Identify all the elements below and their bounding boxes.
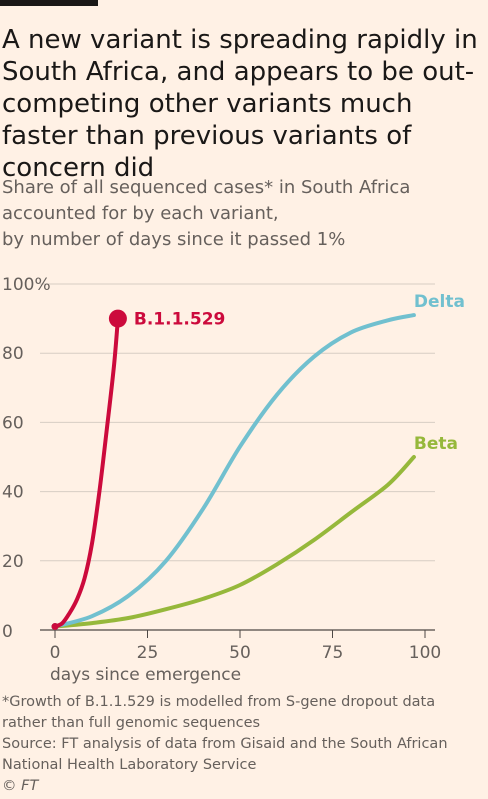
chart-subtitle: Share of all sequenced cases* in South A… xyxy=(2,175,486,253)
subtitle-line: Share of all sequenced cases* in South A… xyxy=(2,177,411,198)
footnote-line: rather than full genomic sequences xyxy=(2,715,261,731)
chart-notes: *Growth of B.1.1.529 is modelled from S-… xyxy=(2,692,486,797)
line-chart: 0 20 40 60 80 100% 0 25 50 75 100 days since emerge… xyxy=(2,275,465,685)
y-tick-label: 100% xyxy=(2,275,51,295)
subtitle-line: by number of days since it passed 1% xyxy=(2,229,346,250)
chart-title: A new variant is spreading rapidly in So… xyxy=(2,25,478,183)
series-line-b-1-1-529 xyxy=(53,316,120,629)
top-accent-bar xyxy=(0,0,98,6)
series-label-delta: Delta xyxy=(414,292,465,312)
source-line: Source: FT analysis of data from Gisaid … xyxy=(2,736,448,752)
series-label-b-1-1-529: B.1.1.529 xyxy=(134,310,225,330)
credit: © FT xyxy=(2,778,39,794)
series-line-beta xyxy=(53,455,416,629)
x-tick-label: 75 xyxy=(322,643,344,663)
y-tick-label: 20 xyxy=(2,552,24,572)
y-tick-label: 60 xyxy=(2,413,24,433)
x-tick-label: 50 xyxy=(229,643,251,663)
source-line: National Health Laboratory Service xyxy=(2,757,257,773)
x-tick-label: 100 xyxy=(409,643,441,663)
series-start-point-b-1-1-529 xyxy=(51,623,59,631)
y-tick-label: 0 xyxy=(2,622,13,642)
subtitle-line: accounted for by each variant, xyxy=(2,203,279,224)
y-tick-label: 80 xyxy=(2,344,24,364)
footnote-line: *Growth of B.1.1.529 is modelled from S-… xyxy=(2,694,436,710)
series-line-delta xyxy=(53,313,416,629)
y-tick-label: 40 xyxy=(2,483,24,503)
x-axis-label: days since emergence xyxy=(50,665,241,685)
series-end-marker-b-1-1-529 xyxy=(108,309,127,328)
x-tick-label: 0 xyxy=(50,643,61,663)
x-tick-label: 25 xyxy=(137,643,159,663)
series-label-beta: Beta xyxy=(414,434,458,454)
